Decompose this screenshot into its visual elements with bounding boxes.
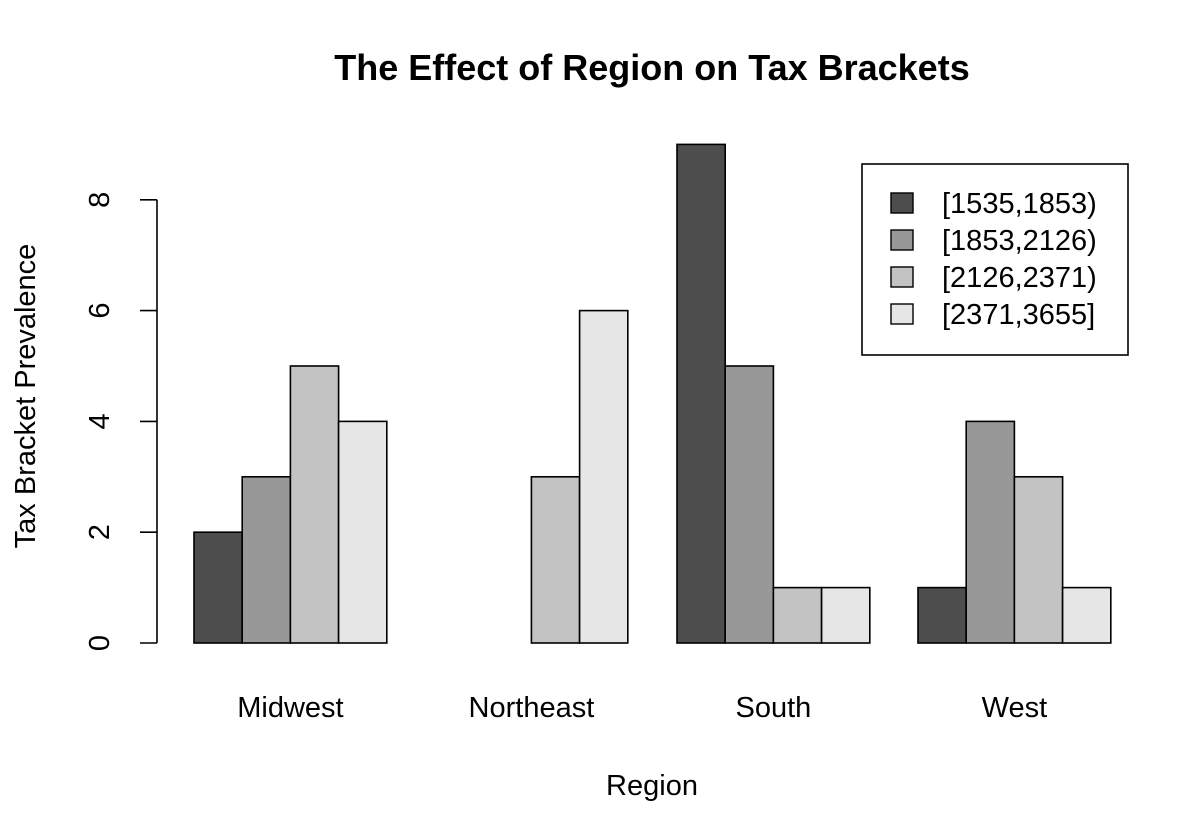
y-tick-label: 4 [84,413,116,429]
bar-west-series-2 [965,420,1016,644]
bar-west-series-1 [917,586,968,644]
chart-title: The Effect of Region on Tax Brackets [334,47,969,88]
category-labels: Midwest Northeast South West [237,692,1047,724]
bar-midwest-series-3 [289,365,340,644]
bar-midwest-series-4 [337,420,388,644]
y-axis-label: Tax Bracket Prevalence [10,244,42,549]
y-tick-label: 2 [84,524,116,540]
bar-south-series-3 [772,586,823,644]
legend-swatch-3 [890,266,914,288]
x-tick-label-west: West [982,692,1048,724]
bar-midwest-series-2 [241,475,292,644]
legend-label-1: [1535,1853) [942,188,1097,220]
x-tick-label-south: South [736,692,812,724]
legend-swatch-1 [890,192,914,214]
bars [193,143,1112,644]
x-tick-label-northeast: Northeast [469,692,595,724]
bar-south-series-2 [724,365,775,644]
legend: [1535,1853) [1853,2126) [2126,2371) [2371,3… [861,163,1129,356]
bar-west-series-3 [1013,475,1064,644]
legend-swatch-2 [890,229,914,251]
bar-northeast-series-4 [578,309,629,644]
y-axis: 0 2 4 6 8 [84,192,158,651]
bar-south-series-1 [676,143,727,644]
bar-south-series-4 [820,586,871,644]
y-tick-label: 6 [84,303,116,319]
legend-label-3: [2126,2371) [942,262,1097,294]
x-axis-label: Region [606,770,698,802]
legend-swatch-4 [890,303,914,325]
bar-west-series-4 [1061,586,1112,644]
bar-northeast-series-3 [530,475,581,644]
y-tick-label: 0 [84,635,116,651]
legend-label-2: [1853,2126) [942,225,1097,257]
y-tick-label: 8 [84,192,116,208]
legend-label-4: [2371,3655] [942,299,1095,331]
bar-midwest-series-1 [193,531,244,644]
x-tick-label-midwest: Midwest [237,692,343,724]
